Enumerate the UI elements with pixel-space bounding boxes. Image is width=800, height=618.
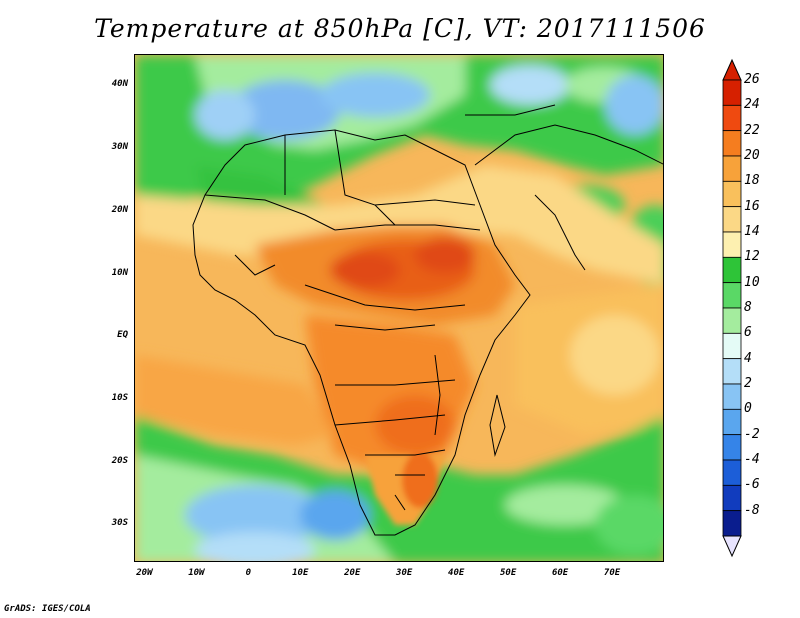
- latitude-tick-label: 20N: [111, 204, 128, 215]
- colorbar-swatch: [722, 332, 742, 360]
- colorbar-tick-label: 16: [744, 198, 760, 214]
- colorbar-tick-label: 8: [744, 300, 752, 315]
- colorbar-swatch: [722, 459, 742, 486]
- colorbar-tick-label: 20: [744, 148, 760, 163]
- colorbar-tick-label: 0: [744, 401, 752, 417]
- longitude-tick-label: 10E: [292, 568, 309, 578]
- colorbar-tick-label: 10: [744, 274, 760, 290]
- longitude-tick-label: 50E: [499, 568, 517, 578]
- colorbar-tick-label: -6: [744, 477, 760, 493]
- latitude-tick-label: EQ: [117, 330, 128, 341]
- colorbar-swatch: [722, 484, 742, 512]
- latitude-tick-label: 30N: [111, 142, 128, 153]
- colorbar-tick-label: -8: [744, 502, 760, 518]
- colorbar-swatch: [722, 104, 742, 132]
- latitude-tick-label: 40N: [111, 79, 128, 90]
- colorbar-tick-label: 24: [744, 97, 760, 113]
- colorbar-swatch: [722, 358, 742, 385]
- colorbar-swatch: [722, 383, 742, 410]
- colorbar-tick-label: 14: [744, 224, 760, 239]
- longitude-tick-label: 40E: [448, 568, 465, 578]
- colorbar-swatch: [722, 282, 742, 309]
- credit-text: GrADS: IGES/COLA: [4, 604, 91, 614]
- colorbar: [722, 58, 742, 558]
- colorbar-swatch: [722, 155, 742, 182]
- temperature-map: [134, 54, 664, 562]
- colorbar-swatch: [722, 434, 742, 461]
- colorbar-tick-label: 26: [744, 72, 760, 87]
- latitude-tick-label: 30S: [111, 518, 128, 529]
- colorbar-swatch: [722, 231, 742, 258]
- colorbar-tick-label: 22: [744, 122, 760, 138]
- longitude-tick-label: 30E: [396, 568, 413, 578]
- latitude-tick-label: 10N: [111, 267, 128, 278]
- longitude-tick-label: 70E: [603, 568, 621, 578]
- colorbar-tick-label: 18: [744, 173, 760, 189]
- colorbar-swatch: [722, 510, 742, 537]
- longitude-tick-label: 10W: [188, 568, 205, 578]
- colorbar-swatch: [722, 130, 742, 157]
- colorbar-swatch: [722, 307, 742, 334]
- colorbar-tick-label: -4: [744, 452, 760, 467]
- map-title: Temperature at 850hPa [C], VT: 201711150…: [94, 14, 706, 43]
- colorbar-tick-label: 2: [744, 376, 752, 391]
- colorbar-swatch: [722, 408, 742, 436]
- longitude-tick-label: 60E: [551, 568, 569, 578]
- longitude-tick-label: 20W: [136, 568, 153, 578]
- longitude-tick-label: 0: [245, 568, 252, 578]
- temperature-field: [135, 55, 663, 561]
- longitude-tick-label: 20E: [344, 568, 361, 578]
- colorbar-under-arrow: [722, 535, 742, 558]
- colorbar-swatch: [722, 79, 742, 106]
- latitude-tick-label: 10S: [111, 392, 128, 403]
- colorbar-tick-label: -2: [744, 426, 760, 442]
- colorbar-swatch: [722, 256, 742, 284]
- colorbar-tick-label: 6: [744, 325, 752, 341]
- colorbar-tick-label: 4: [744, 350, 752, 366]
- colorbar-over-arrow: [722, 58, 742, 81]
- colorbar-swatch: [722, 206, 742, 233]
- colorbar-tick-label: 12: [744, 249, 760, 265]
- colorbar-swatch: [722, 180, 742, 208]
- latitude-tick-label: 20S: [111, 455, 128, 466]
